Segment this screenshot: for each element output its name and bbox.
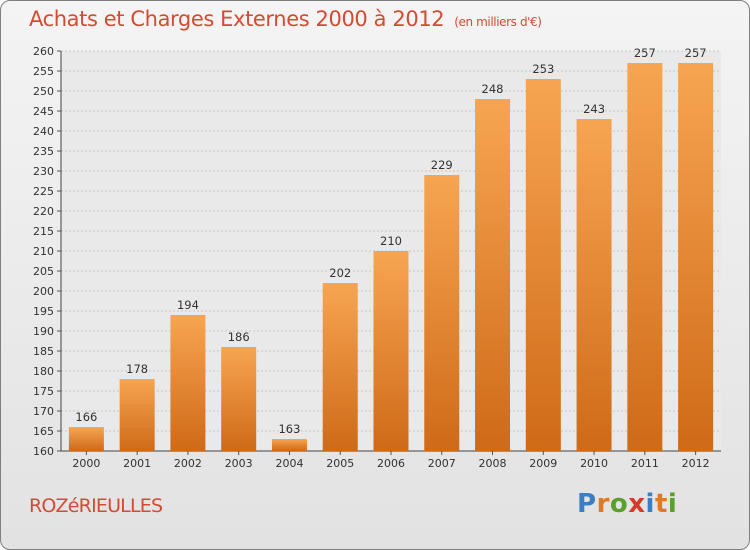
y-tick-label: 175 xyxy=(33,385,54,398)
proxiti-logo[interactable]: Proxiti xyxy=(577,489,677,519)
bar-value-label: 243 xyxy=(583,102,605,116)
bar-value-label: 248 xyxy=(482,82,504,96)
x-tick-label: 2005 xyxy=(326,457,354,470)
x-tick-label: 2009 xyxy=(529,457,557,470)
y-tick-label: 170 xyxy=(33,405,54,418)
bar-value-label: 257 xyxy=(634,46,656,60)
y-tick-label: 205 xyxy=(33,265,54,278)
title-text: Achats et Charges Externes 2000 à 2012 xyxy=(29,7,445,31)
bar-value-label: 186 xyxy=(228,330,250,344)
y-tick-label: 210 xyxy=(33,245,54,258)
bar-value-label: 163 xyxy=(278,422,300,436)
bar-value-label: 166 xyxy=(75,410,97,424)
y-tick-label: 220 xyxy=(33,205,54,218)
chart-title: Achats et Charges Externes 2000 à 2012 (e… xyxy=(29,7,542,31)
y-tick-label: 195 xyxy=(33,305,54,318)
bar-value-label: 194 xyxy=(177,298,199,312)
bar xyxy=(373,251,409,451)
bar xyxy=(221,347,257,451)
bar xyxy=(322,283,358,451)
x-tick-label: 2006 xyxy=(377,457,405,470)
unit-label: (en milliers d'€) xyxy=(454,15,542,29)
logo-letter: i xyxy=(645,489,655,519)
x-tick-label: 2001 xyxy=(123,457,151,470)
bar xyxy=(170,315,206,451)
y-tick-label: 260 xyxy=(33,45,54,58)
bar xyxy=(627,63,663,451)
x-tick-label: 2011 xyxy=(631,457,659,470)
x-tick-label: 2003 xyxy=(225,457,253,470)
bar-value-label: 210 xyxy=(380,234,402,248)
logo-letter: r xyxy=(596,489,610,519)
y-tick-label: 215 xyxy=(33,225,54,238)
x-tick-label: 2007 xyxy=(428,457,456,470)
bar xyxy=(525,79,561,451)
y-tick-label: 185 xyxy=(33,345,54,358)
bar-value-label: 253 xyxy=(532,62,554,76)
y-tick-label: 245 xyxy=(33,105,54,118)
logo-letter: t xyxy=(654,489,668,519)
x-tick-label: 2002 xyxy=(174,457,202,470)
logo-letter: x xyxy=(628,489,646,519)
bar-value-label: 202 xyxy=(329,266,351,280)
bar-value-label: 257 xyxy=(685,46,707,60)
y-tick-label: 180 xyxy=(33,365,54,378)
bar xyxy=(424,175,460,451)
y-tick-label: 235 xyxy=(33,145,54,158)
bar-value-label: 229 xyxy=(431,158,453,172)
x-tick-label: 2010 xyxy=(580,457,608,470)
bar xyxy=(475,99,511,451)
bar xyxy=(68,427,104,451)
y-tick-label: 190 xyxy=(33,325,54,338)
y-tick-label: 240 xyxy=(33,125,54,138)
bar-value-label: 178 xyxy=(126,362,148,376)
logo-letter: o xyxy=(609,489,629,519)
x-tick-label: 2008 xyxy=(479,457,507,470)
bar xyxy=(576,119,612,451)
x-tick-label: 2012 xyxy=(682,457,710,470)
y-tick-label: 225 xyxy=(33,185,54,198)
x-tick-label: 2000 xyxy=(72,457,100,470)
x-tick-label: 2004 xyxy=(275,457,303,470)
y-tick-label: 200 xyxy=(33,285,54,298)
commune-name: ROZéRIEULLES xyxy=(29,495,163,517)
y-tick-label: 160 xyxy=(33,445,54,458)
bar xyxy=(271,439,307,451)
logo-letter: i xyxy=(667,489,678,519)
y-tick-label: 250 xyxy=(33,85,54,98)
y-tick-label: 165 xyxy=(33,425,54,438)
y-tick-label: 255 xyxy=(33,65,54,78)
bar xyxy=(678,63,714,451)
bar xyxy=(119,379,155,451)
logo-letter: P xyxy=(577,489,597,519)
y-tick-label: 230 xyxy=(33,165,54,178)
